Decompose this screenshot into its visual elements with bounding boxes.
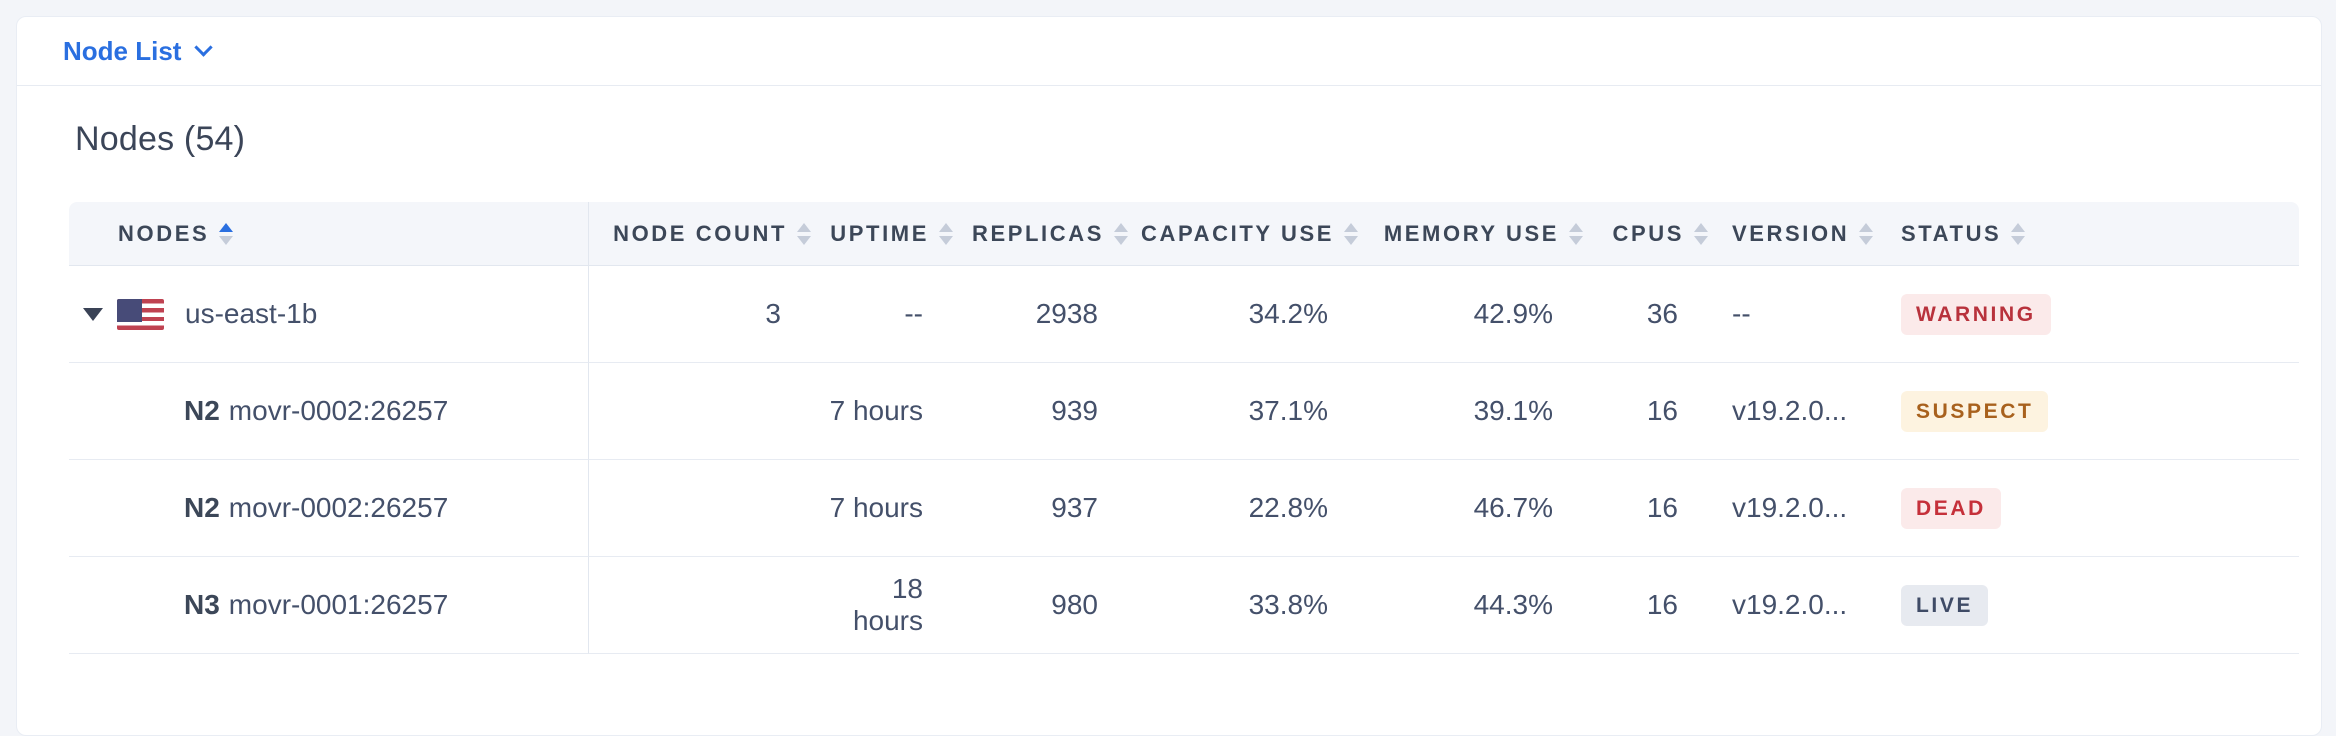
main-content: Nodes (54) NODES NODE bbox=[17, 120, 2321, 654]
node-id: N3 bbox=[184, 589, 220, 620]
sort-icon[interactable] bbox=[2011, 222, 2026, 245]
column-header-capacity-use[interactable]: CAPACITY USE bbox=[1136, 202, 1366, 266]
cpus-cell: 16 bbox=[1591, 460, 1716, 557]
version-cell: v19.2.0... bbox=[1716, 363, 1885, 460]
table-header-row: NODES NODE COUNT UPTIME bbox=[69, 202, 2299, 266]
column-header-replicas[interactable]: REPLICAS bbox=[961, 202, 1136, 266]
sort-icon[interactable] bbox=[219, 222, 234, 245]
column-header-nodes[interactable]: NODES bbox=[69, 202, 589, 266]
capacity-use-cell: 37.1% bbox=[1136, 363, 1366, 460]
column-header-version[interactable]: VERSION bbox=[1716, 202, 1885, 266]
memory-use-cell: 42.9% bbox=[1366, 266, 1591, 363]
uptime-cell: 18 hours bbox=[819, 557, 961, 654]
sort-icon[interactable] bbox=[1114, 222, 1128, 245]
breadcrumb: Node List bbox=[17, 17, 2321, 86]
uptime-cell: 7 hours bbox=[819, 460, 961, 557]
region-name: us-east-1b bbox=[185, 298, 318, 329]
replicas-cell: 980 bbox=[961, 557, 1136, 654]
page-title: Nodes (54) bbox=[75, 120, 246, 158]
node-name: movr-0002:26257 bbox=[228, 395, 449, 426]
replicas-cell: 937 bbox=[961, 460, 1136, 557]
column-header-node-count[interactable]: NODE COUNT bbox=[589, 202, 819, 266]
us-flag-icon bbox=[117, 298, 164, 330]
sort-icon[interactable] bbox=[939, 222, 953, 245]
table-row-node[interactable]: N2 movr-0002:26257 7 hours 939 37.1% 39.… bbox=[69, 363, 2299, 460]
column-header-memory-use[interactable]: MEMORY USE bbox=[1366, 202, 1591, 266]
cpus-cell: 36 bbox=[1591, 266, 1716, 363]
capacity-use-cell: 22.8% bbox=[1136, 460, 1366, 557]
column-header-uptime[interactable]: UPTIME bbox=[819, 202, 961, 266]
nodes-table: NODES NODE COUNT UPTIME bbox=[69, 202, 2299, 654]
cpus-cell: 16 bbox=[1591, 557, 1716, 654]
memory-use-cell: 46.7% bbox=[1366, 460, 1591, 557]
collapse-caret-icon[interactable] bbox=[83, 307, 103, 321]
version-cell: v19.2.0... bbox=[1716, 557, 1885, 654]
node-name: movr-0002:26257 bbox=[228, 492, 449, 523]
table-row-node[interactable]: N2 movr-0002:26257 7 hours 937 22.8% 46.… bbox=[69, 460, 2299, 557]
sort-icon[interactable] bbox=[1344, 222, 1358, 245]
sort-icon[interactable] bbox=[1569, 222, 1583, 245]
node-id: N2 bbox=[184, 492, 220, 523]
node-count-cell bbox=[589, 557, 819, 654]
uptime-cell: 7 hours bbox=[819, 363, 961, 460]
sort-icon[interactable] bbox=[797, 222, 811, 245]
node-count-cell bbox=[589, 460, 819, 557]
node-name: movr-0001:26257 bbox=[228, 589, 449, 620]
status-badge: SUSPECT bbox=[1901, 390, 2049, 432]
capacity-use-cell: 33.8% bbox=[1136, 557, 1366, 654]
column-header-cpus[interactable]: CPUS bbox=[1591, 202, 1716, 266]
replicas-cell: 939 bbox=[961, 363, 1136, 460]
memory-use-cell: 39.1% bbox=[1366, 363, 1591, 460]
node-count-cell: 3 bbox=[589, 266, 819, 363]
table-row-node[interactable]: N3 movr-0001:26257 18 hours 980 33.8% 44… bbox=[69, 557, 2299, 654]
memory-use-cell: 44.3% bbox=[1366, 557, 1591, 654]
sort-icon[interactable] bbox=[1694, 222, 1708, 245]
uptime-cell: -- bbox=[819, 266, 961, 363]
sort-icon[interactable] bbox=[1859, 222, 1874, 245]
node-count-cell bbox=[589, 363, 819, 460]
replicas-cell: 2938 bbox=[961, 266, 1136, 363]
status-badge: WARNING bbox=[1901, 293, 2051, 335]
chevron-down-icon bbox=[194, 38, 214, 57]
breadcrumb-label: Node List bbox=[63, 35, 182, 66]
node-list-card: Node List Nodes (54) NODES bbox=[16, 16, 2322, 736]
status-badge: LIVE bbox=[1901, 584, 1989, 626]
column-header-status[interactable]: STATUS bbox=[1885, 202, 2299, 266]
version-cell: -- bbox=[1716, 266, 1885, 363]
node-list-dropdown[interactable]: Node List bbox=[63, 35, 214, 67]
node-id: N2 bbox=[184, 395, 220, 426]
capacity-use-cell: 34.2% bbox=[1136, 266, 1366, 363]
table-row-region[interactable]: us-east-1b 3 -- 2938 34.2% 42.9% 36 -- W… bbox=[69, 266, 2299, 363]
version-cell: v19.2.0... bbox=[1716, 460, 1885, 557]
cpus-cell: 16 bbox=[1591, 363, 1716, 460]
status-badge: DEAD bbox=[1901, 487, 2001, 529]
